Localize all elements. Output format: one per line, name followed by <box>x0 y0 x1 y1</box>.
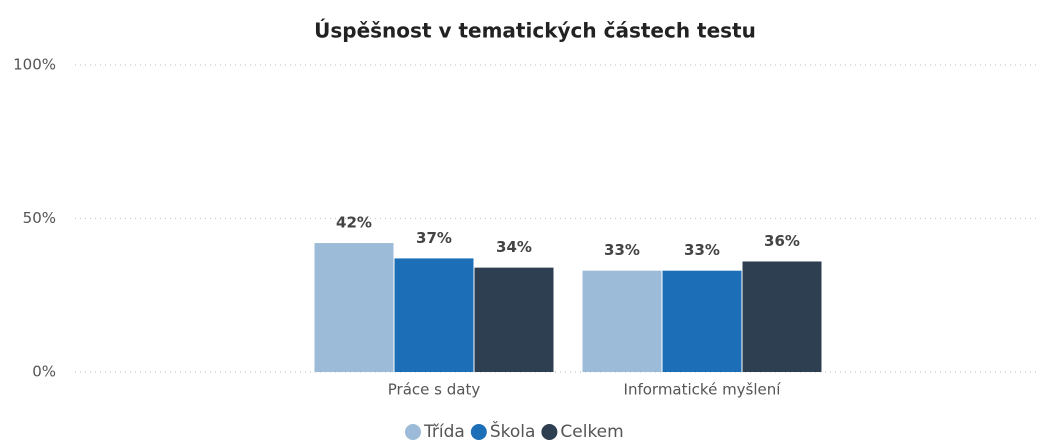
bar <box>314 243 394 372</box>
bar <box>582 270 662 372</box>
legend-label: Třída <box>423 422 465 440</box>
bar <box>662 270 742 372</box>
y-tick-label: 50% <box>23 209 56 227</box>
legend-label: Škola <box>490 420 536 440</box>
value-label: 36% <box>764 232 800 250</box>
legend-marker <box>470 424 487 440</box>
y-tick-label: 0% <box>32 363 56 381</box>
value-label: 42% <box>336 214 372 232</box>
value-label: 33% <box>684 241 720 259</box>
value-label: 37% <box>416 229 452 247</box>
legend-label: Celkem <box>560 422 623 440</box>
value-label: 33% <box>604 241 640 259</box>
value-label: 34% <box>496 238 532 256</box>
y-tick-label: 100% <box>13 56 56 74</box>
x-tick-label: Práce s daty <box>388 381 481 399</box>
bar <box>394 258 474 372</box>
chart-title: Úspěšnost v tematických částech testu <box>314 19 756 43</box>
legend-marker <box>541 424 558 440</box>
bar <box>742 261 822 372</box>
bar <box>474 267 554 372</box>
x-tick-label: Informatické myšlení <box>624 381 782 399</box>
legend-marker <box>405 424 421 440</box>
